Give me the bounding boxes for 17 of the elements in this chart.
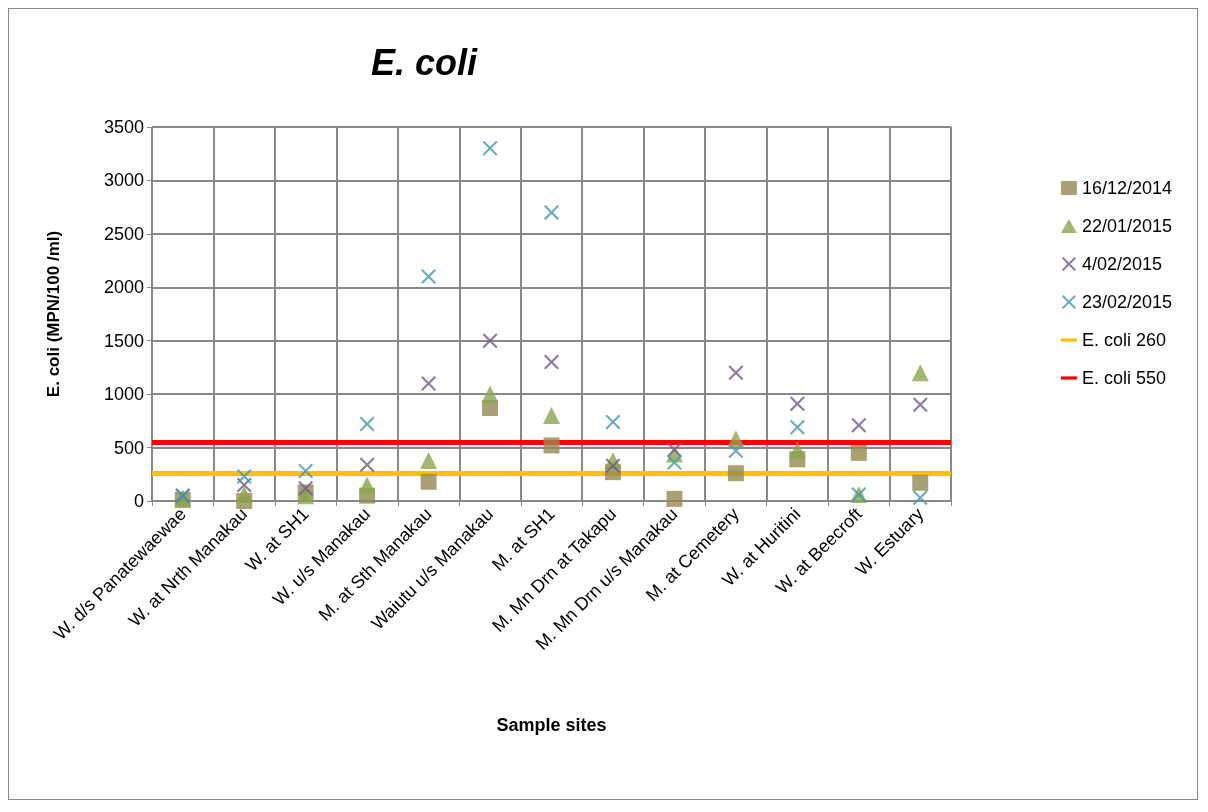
y-axis-title: E. coli (MPN/100 /ml): [44, 230, 63, 398]
legend-label: E. coli 550: [1081, 368, 1166, 388]
legend-label: 23/02/2015: [1081, 292, 1173, 312]
y-tick-label: 0: [133, 491, 144, 511]
chart-title: E. coli: [370, 41, 479, 83]
legend-label: 4/02/2015: [1081, 254, 1162, 274]
y-tick-label: 1500: [103, 330, 144, 351]
y-tick-label: 2500: [103, 223, 144, 244]
y-tick-label: 3000: [103, 170, 144, 191]
x-axis-title: Sample sites: [496, 715, 607, 735]
y-tick-label: 3500: [103, 117, 144, 137]
y-tick-label: 1000: [103, 384, 144, 405]
legend-label: 22/01/2015: [1081, 216, 1173, 236]
legend-label: E. coli 260: [1081, 330, 1166, 350]
y-tick-label: 2000: [103, 277, 144, 298]
legend-label: 16/12/2014: [1081, 178, 1173, 198]
y-tick-label: 500: [113, 437, 144, 458]
